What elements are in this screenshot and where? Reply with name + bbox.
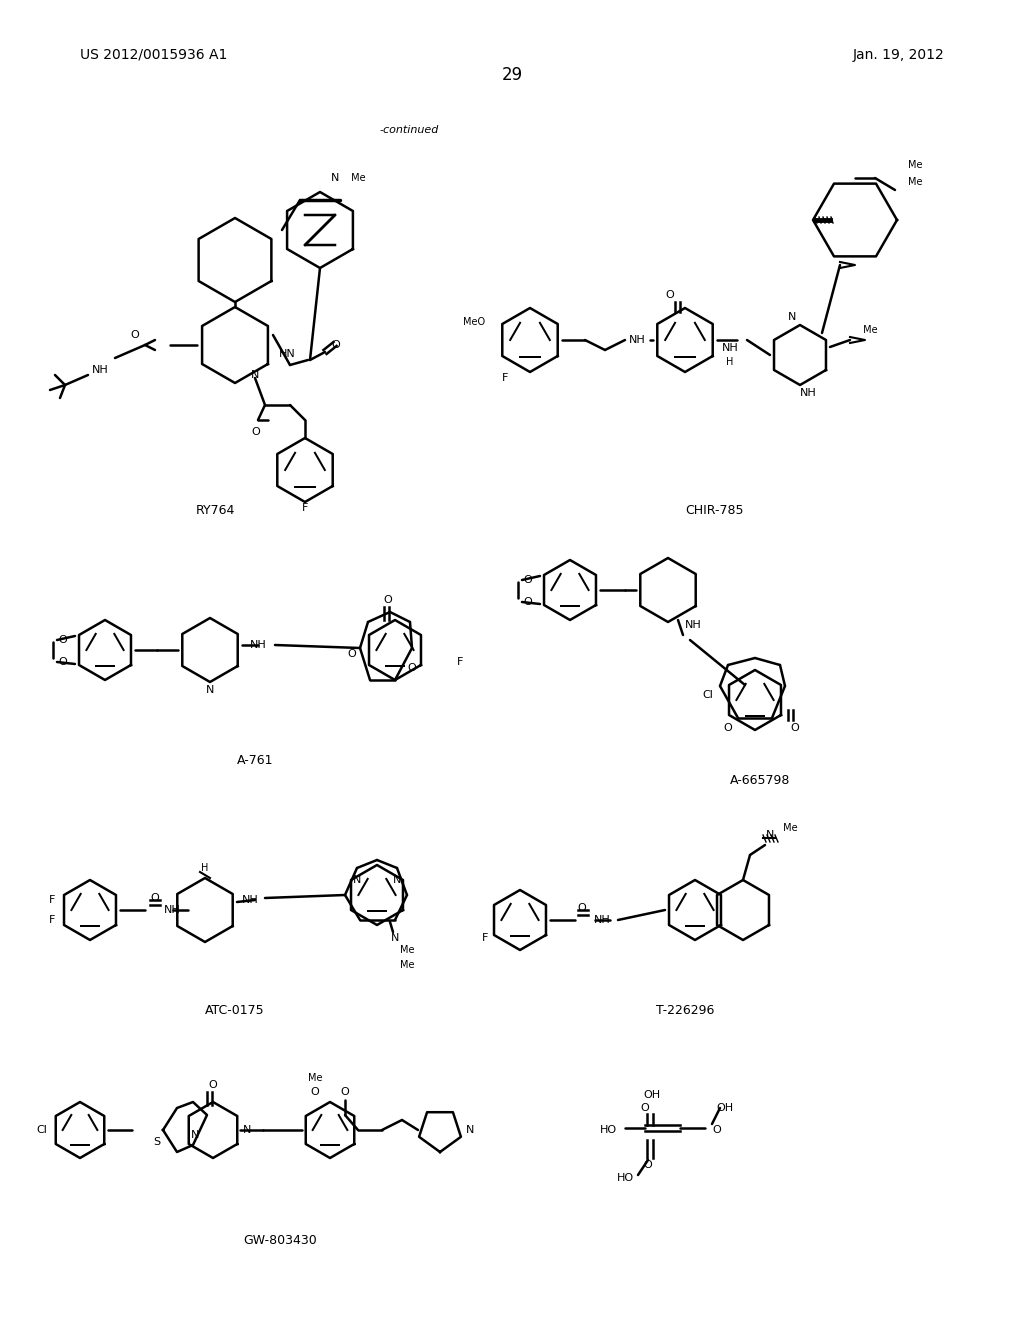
Text: O: O: [58, 635, 68, 645]
Text: OH: OH: [717, 1104, 733, 1113]
Text: GW-803430: GW-803430: [243, 1233, 316, 1246]
Text: HN: HN: [280, 348, 296, 359]
Text: S: S: [154, 1137, 161, 1147]
Text: O: O: [252, 426, 260, 437]
Text: N: N: [391, 933, 399, 942]
Text: OH: OH: [643, 1090, 660, 1100]
Text: -continued: -continued: [380, 125, 439, 135]
Text: Me: Me: [399, 945, 415, 954]
Text: O: O: [209, 1080, 217, 1090]
Text: Me: Me: [780, 822, 798, 833]
Text: O: O: [310, 1086, 319, 1097]
Text: N: N: [466, 1125, 474, 1135]
Text: A-665798: A-665798: [730, 774, 791, 787]
Text: Me: Me: [399, 960, 415, 970]
Text: O: O: [712, 1125, 721, 1135]
Text: O: O: [131, 330, 139, 341]
Text: F: F: [49, 915, 55, 925]
Text: N: N: [206, 685, 214, 696]
Text: HO: HO: [600, 1125, 617, 1135]
Text: N: N: [353, 875, 361, 884]
Text: NH: NH: [594, 915, 610, 925]
Text: F: F: [502, 374, 508, 383]
Text: N: N: [243, 1125, 251, 1135]
Text: Me: Me: [860, 325, 878, 335]
Text: NH: NH: [242, 895, 258, 906]
Text: N: N: [766, 830, 774, 840]
Text: H: H: [726, 356, 733, 367]
Text: N: N: [393, 875, 401, 884]
Text: Me: Me: [907, 160, 923, 170]
Text: NH: NH: [722, 343, 738, 352]
Text: O: O: [384, 595, 392, 605]
Text: O: O: [724, 723, 732, 733]
Text: US 2012/0015936 A1: US 2012/0015936 A1: [80, 48, 227, 62]
Text: O: O: [641, 1104, 649, 1113]
Text: O: O: [791, 723, 800, 733]
Text: Cl: Cl: [37, 1125, 47, 1135]
Text: O: O: [332, 341, 340, 350]
Text: N: N: [251, 370, 259, 380]
Text: O: O: [523, 597, 532, 607]
Text: HO: HO: [616, 1173, 634, 1183]
Text: NH: NH: [685, 620, 701, 630]
Text: F: F: [49, 895, 55, 906]
Text: Me: Me: [348, 173, 366, 183]
Text: N: N: [787, 312, 797, 322]
Text: H: H: [202, 863, 209, 873]
Text: NH: NH: [164, 906, 180, 915]
Text: NH: NH: [91, 366, 109, 375]
Text: N: N: [190, 1130, 200, 1140]
Text: O: O: [347, 649, 356, 659]
Text: F: F: [302, 503, 308, 513]
Text: NH: NH: [250, 640, 266, 649]
Text: Cl: Cl: [702, 690, 714, 700]
Text: T-226296: T-226296: [655, 1003, 714, 1016]
Text: RY764: RY764: [196, 503, 234, 516]
Text: NH: NH: [800, 388, 816, 399]
Text: O: O: [644, 1160, 652, 1170]
Text: O: O: [341, 1086, 349, 1097]
Text: F: F: [457, 657, 463, 667]
Text: 29: 29: [502, 66, 522, 84]
Text: Me: Me: [907, 177, 923, 187]
Text: O: O: [408, 663, 417, 673]
Text: O: O: [58, 657, 68, 667]
Text: N: N: [331, 173, 339, 183]
Text: Jan. 19, 2012: Jan. 19, 2012: [852, 48, 944, 62]
Text: Me: Me: [308, 1073, 323, 1082]
Text: ATC-0175: ATC-0175: [205, 1003, 265, 1016]
Text: MeO: MeO: [463, 317, 485, 327]
Text: F: F: [482, 933, 488, 942]
Text: O: O: [578, 903, 587, 913]
Text: O: O: [666, 290, 675, 300]
Text: NH: NH: [629, 335, 645, 345]
Text: A-761: A-761: [237, 754, 273, 767]
Text: O: O: [151, 894, 160, 903]
Text: CHIR-785: CHIR-785: [686, 503, 744, 516]
Text: O: O: [523, 576, 532, 585]
